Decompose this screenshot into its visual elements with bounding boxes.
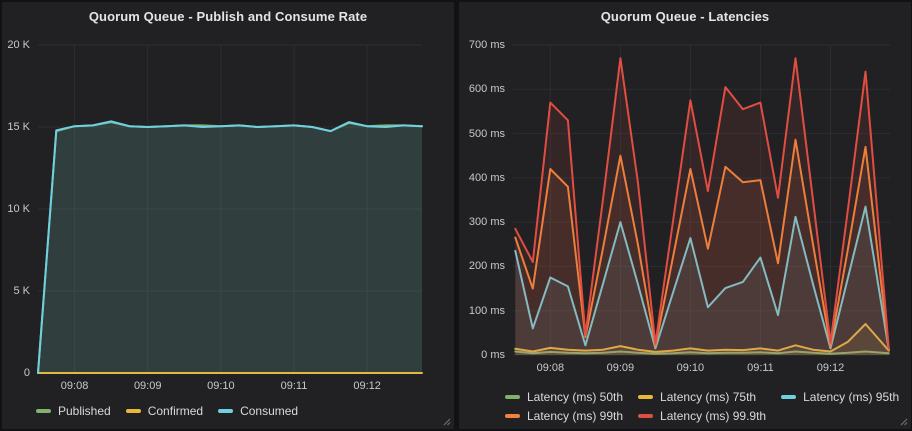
latencies-chart-canvas[interactable] xyxy=(513,44,890,356)
legend-label: Published xyxy=(58,404,111,418)
legend-swatch xyxy=(125,409,141,413)
legend-item-consumed[interactable]: Consumed xyxy=(218,404,298,418)
x-axis-tick-label: 09:08 xyxy=(60,380,89,392)
series-line-latency-ms-75th xyxy=(514,323,890,353)
series-line-latency-ms-50th xyxy=(514,350,890,355)
y-axis-tick-label: 20 K xyxy=(7,39,30,51)
y-axis-tick-label: 700 ms xyxy=(468,39,505,51)
x-axis-tick-label: 09:08 xyxy=(536,362,565,374)
y-axis-tick-label: 10 K xyxy=(7,203,30,215)
series-area-published xyxy=(38,122,422,373)
panel-resize-handle[interactable] xyxy=(900,418,908,426)
series-line-latency-ms-99-9th xyxy=(514,57,890,350)
series-area-latency-ms-95th xyxy=(515,206,889,355)
x-axis-tick-label: 09:10 xyxy=(207,380,235,392)
y-axis-tick-label: 400 ms xyxy=(468,171,505,184)
y-axis-tick-label: 5 K xyxy=(13,285,30,297)
legend-swatch xyxy=(505,395,520,399)
panel-publish-consume-rate: Quorum Queue - Publish and Consume Rate … xyxy=(2,2,454,429)
y-axis-tick-label: 200 ms xyxy=(468,260,505,273)
series-line-latency-ms-95th xyxy=(514,205,890,351)
series-line-latency-ms-99th xyxy=(514,138,890,351)
legend-item-confirmed[interactable]: Confirmed xyxy=(125,404,204,418)
y-axis-tick-label: 0 xyxy=(23,367,30,379)
legend-label: Latency (ms) 75th xyxy=(660,390,757,404)
series-area-latency-ms-99-9th xyxy=(515,58,889,356)
y-axis-tick-label: 500 ms xyxy=(468,127,505,140)
legend-item-latency-ms-99-9th[interactable]: Latency (ms) 99.9th xyxy=(638,409,766,423)
y-axis-tick-label: 100 ms xyxy=(468,304,505,317)
x-axis-tick-label: 09:11 xyxy=(747,362,774,374)
x-axis-tick-label: 09:11 xyxy=(280,380,308,392)
legend-label: Latency (ms) 99th xyxy=(527,409,624,423)
latencies-legend: Latency (ms) 50th Latency (ms) 75th Latenc… xyxy=(505,390,899,423)
legend-label: Latency (ms) 95th xyxy=(803,390,900,404)
legend-swatch xyxy=(781,395,797,399)
legend-swatch xyxy=(638,395,654,399)
y-axis-tick-label: 300 ms xyxy=(468,216,505,229)
x-axis-tick-label: 09:09 xyxy=(606,362,635,374)
series-area-latency-ms-75th xyxy=(515,324,889,355)
y-axis-tick-label: 0 ms xyxy=(481,349,505,361)
panel-title-publish-consume[interactable]: Quorum Queue - Publish and Consume Rate xyxy=(88,9,368,24)
series-area-latency-ms-99th xyxy=(515,139,889,355)
legend-item-latency-ms-75th[interactable]: Latency (ms) 75th xyxy=(638,390,766,404)
legend-swatch xyxy=(505,414,520,418)
y-axis-tick-label: 600 ms xyxy=(468,83,505,96)
legend-item-latency-ms-95th[interactable]: Latency (ms) 95th xyxy=(781,390,899,404)
panel-resize-handle[interactable] xyxy=(443,418,451,426)
publish-consume-chart-canvas[interactable] xyxy=(37,44,423,374)
legend-label: Latency (ms) 50th xyxy=(527,390,624,404)
chart-svg xyxy=(513,44,890,356)
publish-consume-legend: Published Confirmed Consumed xyxy=(36,404,298,418)
legend-swatch xyxy=(638,414,654,418)
legend-item-latency-ms-50th[interactable]: Latency (ms) 50th xyxy=(505,390,623,404)
legend-label: Confirmed xyxy=(147,404,204,418)
x-axis-tick-label: 09:10 xyxy=(676,362,705,374)
legend-label: Consumed xyxy=(240,404,299,418)
panel-latencies: Quorum Queue - Latencies 0 ms 100 ms 200 m… xyxy=(459,2,911,429)
x-axis-tick-label: 09:12 xyxy=(816,362,845,374)
legend-item-published[interactable]: Published xyxy=(36,404,111,418)
legend-swatch xyxy=(36,409,51,413)
series-line-consumed xyxy=(37,120,423,374)
panel-title-latencies[interactable]: Quorum Queue - Latencies xyxy=(600,9,770,24)
x-axis-tick-label: 09:09 xyxy=(133,380,162,392)
y-axis-tick-label: 15 K xyxy=(7,121,30,133)
legend-label: Latency (ms) 99.9th xyxy=(660,409,767,423)
x-axis-tick-label: 09:12 xyxy=(353,380,381,392)
chart-svg xyxy=(37,44,423,374)
legend-swatch xyxy=(218,409,234,413)
legend-item-latency-ms-99th[interactable]: Latency (ms) 99th xyxy=(505,409,623,423)
series-area-consumed xyxy=(38,121,422,373)
